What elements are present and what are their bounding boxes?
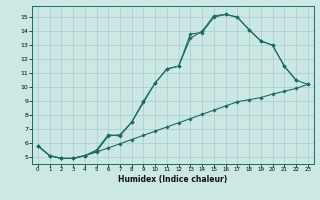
X-axis label: Humidex (Indice chaleur): Humidex (Indice chaleur) xyxy=(118,175,228,184)
